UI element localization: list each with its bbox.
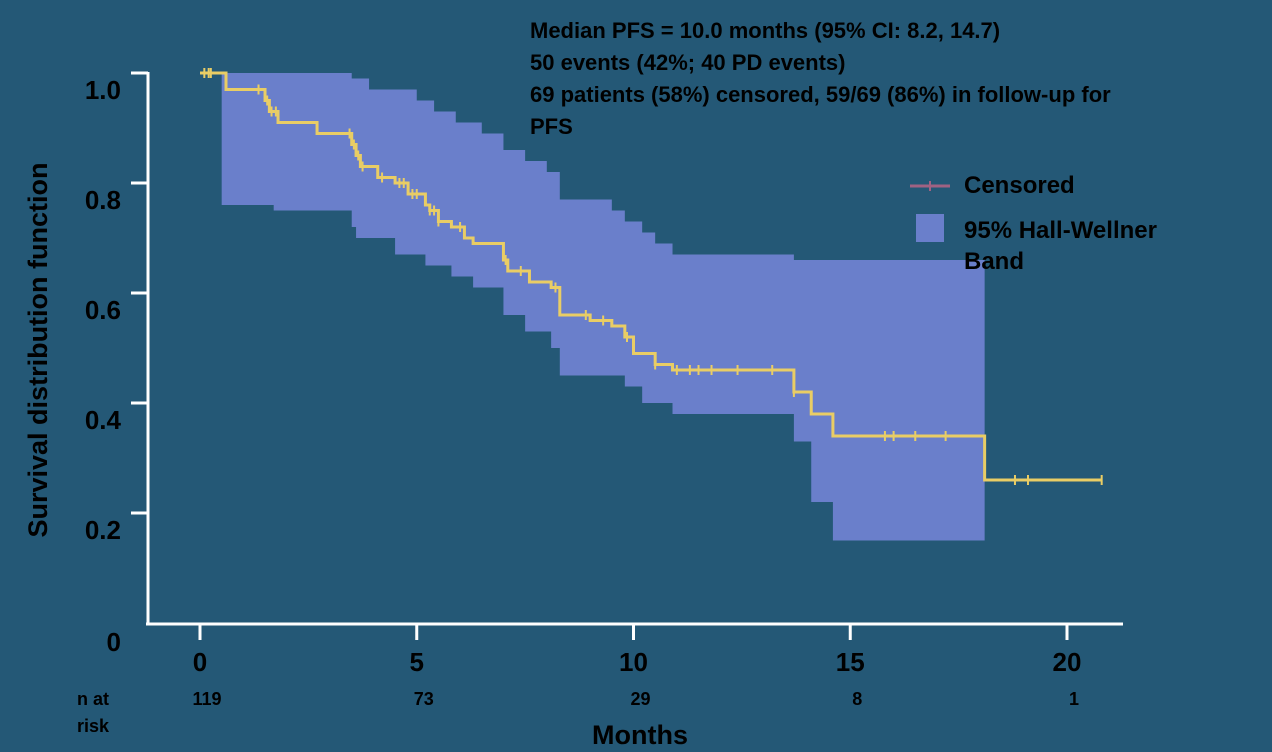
y-tick-label-zero: 0 — [107, 627, 121, 657]
legend-band-swatch — [916, 214, 944, 242]
x-tick-label: 0 — [193, 647, 207, 677]
at-risk-count: 119 — [192, 689, 221, 709]
annotation-line-3: 69 patients (58%) censored, 59/69 (86%) … — [530, 82, 1111, 107]
x-tick-label: 5 — [410, 647, 424, 677]
at-risk-count: 29 — [630, 689, 650, 709]
y-tick-label: 0.6 — [85, 295, 121, 325]
y-tick-label: 0.4 — [85, 405, 122, 435]
annotation-line-2: 50 events (42%; 40 PD events) — [530, 50, 846, 75]
confidence-band-area — [200, 73, 985, 541]
at-risk-counts: 119 73 29 8 1 — [192, 689, 1079, 709]
legend-band-label-line-1: 95% Hall-Wellner — [964, 217, 1157, 244]
at-risk-count: 8 — [852, 689, 862, 709]
y-tick-label: 0.8 — [85, 185, 121, 215]
y-tick-label: 0.2 — [85, 515, 121, 545]
x-tick-label: 20 — [1053, 647, 1082, 677]
legend-censored-label: Censored — [964, 172, 1075, 199]
at-risk-count: 1 — [1069, 689, 1079, 709]
at-risk-count: 73 — [414, 689, 434, 709]
y-tick-label: 1.0 — [85, 75, 121, 105]
annotation-line-1: Median PFS = 10.0 months (95% CI: 8.2, 1… — [530, 18, 1000, 43]
legend: Censored 95% Hall-Wellner Band — [910, 172, 1157, 275]
y-axis-title: Survival distribution function — [23, 162, 53, 537]
annotation-block: Median PFS = 10.0 months (95% CI: 8.2, 1… — [530, 18, 1111, 139]
legend-band-label-line-2: Band — [964, 248, 1024, 275]
survival-curve-layer — [200, 68, 1103, 485]
at-risk-label-line-2: risk — [77, 716, 110, 736]
x-tick-label: 15 — [836, 647, 865, 677]
at-risk-label-line-1: n at — [77, 689, 109, 709]
axis-ticks: 0.2 0.4 0.6 0.8 1.0 0 5 10 15 20 — [85, 71, 1082, 677]
confidence-band-layer — [200, 73, 985, 541]
x-tick-label: 10 — [619, 647, 648, 677]
x-axis-title: Months — [592, 720, 688, 750]
survival-curve-line — [200, 71, 1102, 482]
annotation-line-4: PFS — [530, 114, 573, 139]
